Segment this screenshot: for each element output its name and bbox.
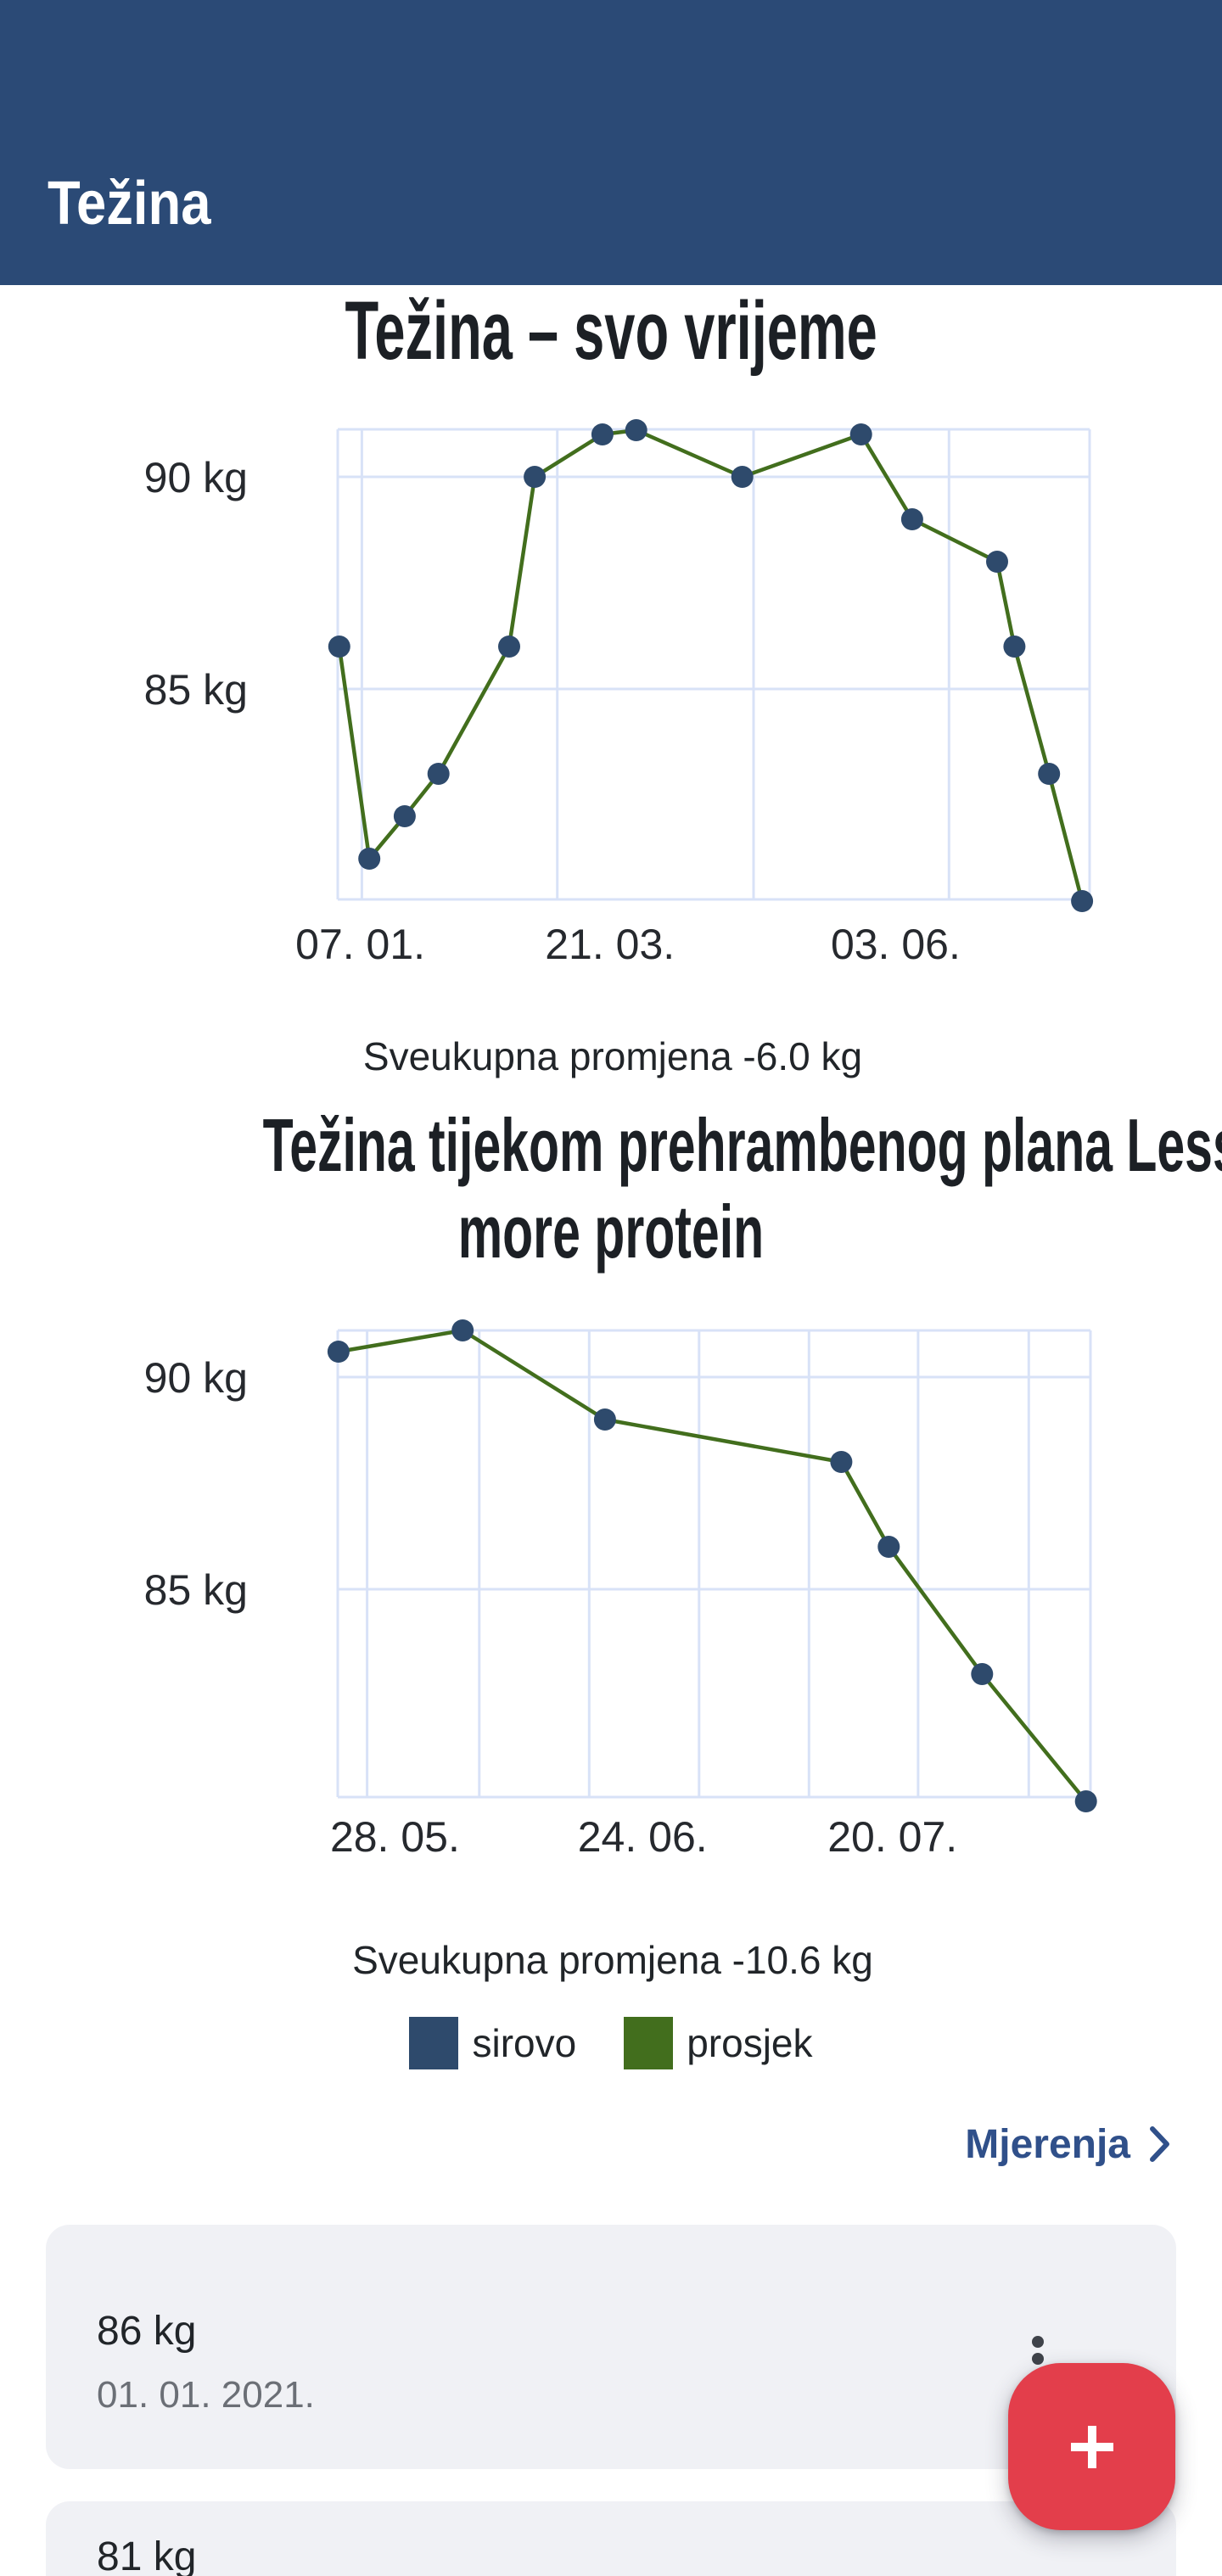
data-point[interactable] xyxy=(451,1319,474,1341)
measurement-weight: 86 kg xyxy=(97,2309,197,2354)
data-point[interactable] xyxy=(830,1451,853,1473)
chart-all-time-title: Težina – svo vrijeme xyxy=(345,284,877,377)
legend-label: prosjek xyxy=(687,2021,813,2065)
measurement-date: 01. 01. 2021. xyxy=(97,2374,315,2416)
line-chart-svg: 90 kg 85 kg 07. 01. 21. 03. 03. 06. Sveukupna… xyxy=(144,419,1094,1078)
x-axis-tick-label: 21. 03. xyxy=(545,921,675,968)
y-axis-tick-label: 90 kg xyxy=(144,454,248,501)
x-axis-tick-label: 28. 05. xyxy=(330,1813,460,1861)
data-point[interactable] xyxy=(358,848,381,870)
plus-icon xyxy=(1070,2425,1113,2468)
x-axis-tick-label: 07. 01. xyxy=(295,921,425,968)
data-point[interactable] xyxy=(1038,763,1061,785)
kebab-dot-icon xyxy=(1032,2353,1044,2365)
data-point[interactable] xyxy=(731,466,754,488)
x-axis-tick-label: 20. 07. xyxy=(827,1813,957,1861)
x-axis-tick-label: 24. 06. xyxy=(578,1813,708,1861)
app-bar: Težina xyxy=(0,0,1222,285)
data-point[interactable] xyxy=(591,423,614,445)
data-point[interactable] xyxy=(971,1663,994,1685)
measurement-weight: 81 kg xyxy=(97,2534,197,2576)
add-measurement-fab[interactable] xyxy=(1008,2363,1175,2530)
data-point[interactable] xyxy=(1003,636,1026,658)
measurement-list-item[interactable]: 86 kg 01. 01. 2021. xyxy=(46,2225,1176,2469)
legend-item-sirovo: sirovo xyxy=(409,2017,576,2069)
y-axis-tick-label: 85 kg xyxy=(144,666,248,714)
page-title: Težina xyxy=(48,170,211,238)
chart-plot-area[interactable] xyxy=(338,429,1090,899)
overall-change-label: Sveukupna promjena -6.0 kg xyxy=(363,1034,862,1078)
chart-plan-title-line1: Težina tijekom prehrambenog plana Less f… xyxy=(262,1103,1222,1187)
data-point[interactable] xyxy=(625,419,647,441)
overall-change-label: Sveukupna promjena -10.6 kg xyxy=(352,1938,873,1982)
measurement-list-item[interactable]: 81 kg xyxy=(46,2501,1176,2576)
legend-label: sirovo xyxy=(472,2021,577,2065)
measurements-link-label: Mjerenja xyxy=(965,2121,1130,2167)
x-axis-tick-label: 03. 06. xyxy=(831,921,961,968)
data-point[interactable] xyxy=(900,508,923,530)
chart-plot-area[interactable] xyxy=(338,1330,1090,1797)
line-chart-svg: 90 kg 85 kg 28. 05. 24. 06. 20. 07. Sveukupna… xyxy=(144,1319,1097,1982)
data-point[interactable] xyxy=(1071,890,1094,912)
prosjek-swatch-icon xyxy=(624,2017,674,2069)
legend-item-prosjek: prosjek xyxy=(624,2017,813,2069)
data-point[interactable] xyxy=(498,636,520,658)
data-point[interactable] xyxy=(1074,1790,1097,1812)
chart-plan-title-line2: more protein xyxy=(457,1190,765,1274)
y-axis-tick-label: 85 kg xyxy=(144,1566,248,1614)
measurements-link[interactable]: Mjerenja xyxy=(965,2113,1171,2176)
data-point[interactable] xyxy=(393,805,416,827)
y-axis-tick-label: 90 kg xyxy=(144,1354,248,1402)
data-point[interactable] xyxy=(877,1536,900,1558)
data-point[interactable] xyxy=(327,1341,350,1363)
kebab-dot-icon xyxy=(1032,2336,1044,2348)
data-point[interactable] xyxy=(524,466,547,488)
chart-legend: sirovo prosjek xyxy=(0,2017,1222,2069)
data-point[interactable] xyxy=(427,763,450,785)
data-point[interactable] xyxy=(328,636,350,658)
sirovo-swatch-icon xyxy=(409,2017,459,2069)
chevron-right-icon xyxy=(1150,2126,1169,2162)
data-point[interactable] xyxy=(986,551,1008,573)
data-point[interactable] xyxy=(849,423,872,445)
data-point[interactable] xyxy=(593,1408,616,1431)
